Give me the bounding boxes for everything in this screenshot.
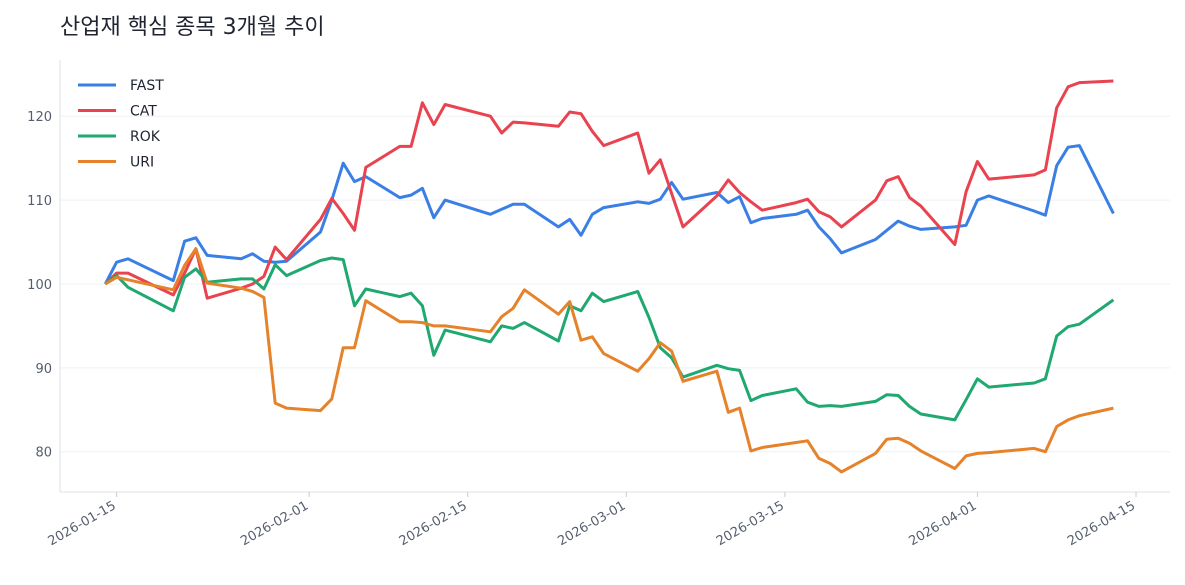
x-tick-label: 2026-04-01 [907,498,980,549]
x-tick-label: 2026-04-15 [1065,498,1138,549]
legend-label: ROK [130,129,161,145]
x-tick-label: 2026-02-01 [238,498,311,549]
legend-label: URI [130,155,154,171]
x-tick-label: 2026-01-15 [46,498,119,549]
y-tick-label: 90 [35,362,52,377]
x-tick-label: 2026-03-15 [714,498,787,549]
y-tick-label: 80 [35,446,52,461]
series-line [104,247,1114,474]
legend-label: CAT [130,104,157,120]
chart-title: 산업재 핵심 종목 3개월 추이 [60,15,325,40]
y-tick-label: 120 [27,110,52,125]
y-tick-label: 100 [27,278,52,293]
y-tick-label: 110 [27,194,52,209]
legend-label: FAST [130,78,164,94]
series-line [104,256,1115,422]
x-tick-label: 2026-02-15 [397,498,470,549]
x-tick-label: 2026-03-01 [555,498,628,549]
series-line [104,79,1114,300]
series-line [103,144,1115,285]
